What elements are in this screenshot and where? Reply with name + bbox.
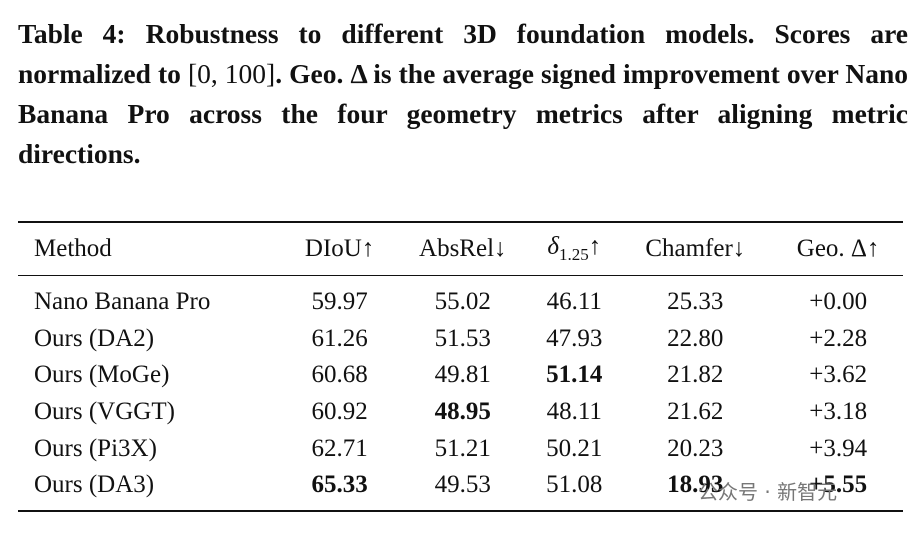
- method-cell: Ours (DA2): [34, 324, 155, 352]
- column-header: Geo. Δ↑: [773, 222, 903, 276]
- results-table: Method DIoU↑ AbsRel↓ δ1.25↑ Chamfer↓ Geo. Δ↑ N…: [18, 221, 903, 512]
- value-cell: 21.82: [667, 361, 724, 389]
- value-cell: 18.93: [667, 471, 724, 499]
- header-text: AbsRel: [419, 235, 495, 262]
- value-cell: 21.62: [667, 398, 724, 426]
- value-cell: +3.62: [809, 361, 868, 389]
- column-header: Chamfer↓: [617, 222, 773, 276]
- value-cell: +0.00: [809, 288, 868, 316]
- value-cell: 60.92: [311, 398, 368, 426]
- watermark: 公众号 · 新智元: [698, 480, 838, 504]
- value-cell: 60.68: [311, 361, 368, 389]
- caption-label: Table 4:: [18, 18, 126, 49]
- header-text: Chamfer: [645, 235, 733, 262]
- method-cell: Nano Banana Pro: [34, 288, 211, 316]
- value-cell: 59.97: [311, 288, 368, 316]
- caption: Table 4: Robustness to different 3D foun…: [18, 14, 908, 174]
- value-cell: 51.21: [434, 434, 491, 462]
- table-row: Ours (DA2) 61.26 51.53 47.93 22.80 +2.28: [18, 321, 903, 358]
- caption-text: . Geo. Δ is the average signed improveme…: [18, 58, 909, 169]
- value-cell: 51.08: [546, 471, 603, 499]
- column-header: AbsRel↓: [394, 222, 531, 276]
- caption-math: [0, 100]: [187, 58, 276, 89]
- value-cell: 46.11: [546, 288, 602, 316]
- value-cell: +5.55: [809, 471, 868, 499]
- header-arrow: ↑: [361, 235, 375, 262]
- value-cell: 49.81: [434, 361, 491, 389]
- value-cell: 65.33: [311, 471, 368, 499]
- value-cell: 61.26: [311, 324, 368, 352]
- header-row: Method DIoU↑ AbsRel↓ δ1.25↑ Chamfer↓ Geo. Δ↑: [18, 222, 903, 276]
- header-arrow: ↑: [867, 235, 880, 262]
- header-arrow: ↓: [732, 235, 746, 262]
- value-cell: 49.53: [434, 471, 491, 499]
- method-cell: Ours (Pi3X): [34, 434, 157, 462]
- value-cell: 25.33: [667, 288, 724, 316]
- value-cell: 55.02: [434, 288, 491, 316]
- value-cell: 62.71: [311, 434, 368, 462]
- table-row: Ours (Pi3X) 62.71 51.21 50.21 20.23 +3.94: [18, 430, 903, 467]
- value-cell: 48.95: [434, 398, 491, 426]
- value-cell: +2.28: [809, 324, 868, 352]
- column-header: Method: [18, 222, 285, 276]
- value-cell: 50.21: [546, 434, 603, 462]
- table-row: Ours (DA3) 65.33 49.53 51.08 18.93 +5.55: [18, 467, 903, 511]
- value-cell: 22.80: [667, 324, 724, 352]
- header-arrow: ↑: [588, 233, 602, 260]
- value-cell: 20.23: [667, 434, 724, 462]
- value-cell: 51.14: [546, 361, 603, 389]
- header-text: Geo. Δ: [796, 235, 868, 262]
- column-header: δ1.25↑: [531, 222, 617, 276]
- method-cell: Ours (DA3): [34, 471, 155, 499]
- table-row: Ours (VGGT) 60.92 48.95 48.11 21.62 +3.18: [18, 394, 903, 431]
- header-text: Method: [34, 235, 112, 262]
- column-header: DIoU↑: [285, 222, 394, 276]
- value-cell: 48.11: [546, 398, 602, 426]
- table-body: Nano Banana Pro 59.97 55.02 46.11 25.33 +0.00…: [18, 276, 903, 511]
- method-cell: Ours (VGGT): [34, 398, 175, 426]
- table-row: Nano Banana Pro 59.97 55.02 46.11 25.33 +0.00: [18, 276, 903, 321]
- value-cell: +3.18: [809, 398, 868, 426]
- header-text: DIoU: [304, 235, 362, 262]
- header-text: δ: [547, 233, 559, 260]
- value-cell: +3.94: [809, 434, 868, 462]
- value-cell: 51.53: [434, 324, 491, 352]
- caption-text: Robustness to different 3D foundation mo…: [18, 18, 908, 89]
- value-cell: 47.93: [546, 324, 603, 352]
- table-row: Ours (MoGe) 60.68 49.81 51.14 21.82 +3.62: [18, 357, 903, 394]
- header-subscript: 1.25: [558, 245, 589, 264]
- method-cell: Ours (MoGe): [34, 361, 170, 389]
- header-arrow: ↓: [494, 235, 507, 262]
